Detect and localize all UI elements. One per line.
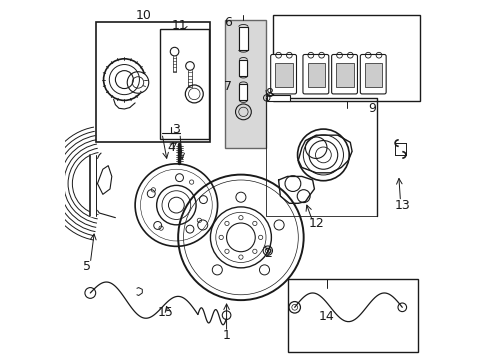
Polygon shape	[278, 176, 314, 203]
Text: 8: 8	[264, 87, 272, 100]
Text: 5: 5	[82, 260, 91, 273]
Text: 13: 13	[394, 199, 409, 212]
Bar	[266, 95, 289, 101]
Bar	[275, 63, 292, 87]
Text: 9: 9	[367, 102, 375, 115]
FancyBboxPatch shape	[303, 54, 328, 94]
Text: 3: 3	[172, 123, 180, 136]
Text: 7: 7	[224, 80, 232, 93]
Circle shape	[103, 59, 145, 100]
Text: 12: 12	[308, 216, 324, 230]
Bar	[273, 15, 419, 101]
Bar	[336, 63, 353, 87]
Bar	[364, 63, 382, 87]
Bar	[160, 30, 208, 139]
Text: 2: 2	[264, 247, 271, 260]
Bar	[239, 60, 247, 76]
FancyBboxPatch shape	[270, 54, 296, 94]
Circle shape	[297, 129, 348, 181]
Bar	[224, 21, 265, 148]
FancyBboxPatch shape	[360, 54, 386, 94]
Text: 15: 15	[157, 306, 173, 319]
FancyBboxPatch shape	[331, 54, 357, 94]
Text: 6: 6	[224, 16, 232, 29]
Polygon shape	[298, 135, 351, 173]
Bar	[96, 22, 210, 142]
Text: 14: 14	[319, 310, 334, 323]
Text: 11: 11	[172, 19, 187, 32]
Text: 1: 1	[222, 329, 230, 342]
Text: 10: 10	[136, 9, 152, 22]
Bar	[287, 279, 418, 352]
Circle shape	[127, 72, 148, 93]
Bar	[238, 27, 247, 50]
Text: 4: 4	[167, 141, 175, 154]
Bar	[239, 84, 247, 100]
Bar	[307, 63, 324, 87]
